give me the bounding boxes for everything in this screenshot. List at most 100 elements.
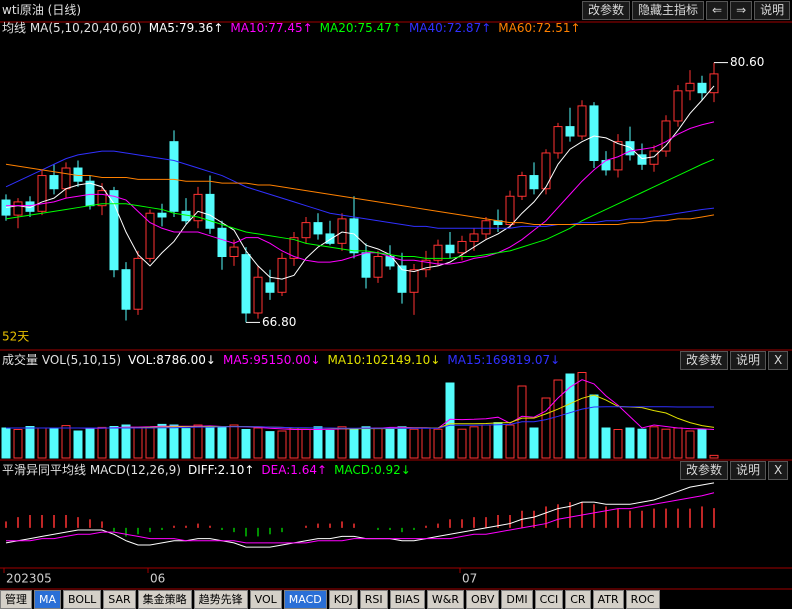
indicator-tab[interactable]: 趋势先锋 [193, 590, 248, 609]
volume-bar [37, 427, 47, 459]
candle-body [565, 126, 575, 137]
indicator-line [5, 158, 715, 259]
volume-bar [421, 427, 431, 459]
volume-bar [289, 427, 299, 459]
volume-bar [169, 424, 179, 459]
volume-bar [229, 424, 239, 459]
panel-button[interactable]: X [768, 461, 789, 480]
candle-body [505, 195, 515, 226]
indicator-line [6, 492, 715, 544]
volume-bar [313, 426, 323, 459]
candle-body [445, 244, 455, 254]
indicator-tab[interactable]: 集金策略 [137, 590, 192, 609]
indicator-tab[interactable]: 管理 [0, 590, 32, 609]
volume-bar [121, 424, 131, 459]
candle-body [613, 141, 623, 171]
volume-bar [145, 427, 155, 459]
toolbar-button[interactable]: 改参数 [582, 1, 631, 20]
panel-title: 成交量 VOL(5,10,15) [2, 353, 122, 367]
legend-entry: MA5:95150.00↓ [222, 353, 321, 367]
legend-entry: DEA:1.64↑ [261, 463, 328, 477]
volume-bar [85, 427, 95, 459]
candle-body [469, 233, 479, 242]
candle-body [517, 175, 527, 197]
candle-body [433, 244, 443, 261]
volume-bar [265, 431, 275, 459]
panel-button[interactable]: 说明 [730, 461, 767, 480]
panel-button[interactable]: 改参数 [680, 351, 729, 370]
indicator-tab[interactable]: DMI [501, 590, 533, 609]
volume-bar [109, 426, 119, 459]
toolbar-buttons: 改参数 隐藏主指标 ⇐ ⇒ 说明 [582, 1, 791, 20]
candle-body [253, 276, 263, 314]
volume-bar [661, 428, 671, 459]
indicator-tab[interactable]: CCI [534, 590, 564, 609]
candle-body [205, 193, 215, 229]
indicator-tab[interactable]: RSI [359, 590, 388, 609]
candle-body [697, 82, 707, 94]
indicator-line [5, 482, 715, 548]
indicator-line [6, 121, 715, 265]
window-title: wti原油 (日线) [2, 3, 82, 17]
panel-button[interactable]: X [768, 351, 789, 370]
indicator-tab[interactable]: BOLL [63, 590, 102, 609]
indicator-tab[interactable]: CR [565, 590, 591, 609]
indicator-tab[interactable]: KDJ [328, 590, 358, 609]
candle-body [85, 180, 95, 207]
candle-body [589, 105, 599, 161]
candle-body [337, 218, 347, 244]
candle-body [397, 265, 407, 293]
panel-button[interactable]: 说明 [730, 351, 767, 370]
volume-bar [601, 427, 611, 459]
volume-bar [445, 382, 455, 459]
legend: 均线 MA(5,10,20,40,60) MA5:79.36↑ MA10:77.45… [2, 20, 581, 36]
x-tick-label: 07 [462, 572, 477, 586]
candle-body [97, 190, 107, 207]
volume-bar [481, 424, 491, 459]
candle-body [529, 175, 539, 190]
volume-bar [349, 428, 359, 459]
period-label: 52天 [2, 330, 29, 344]
candle-body [289, 237, 299, 259]
volume-bar [73, 430, 83, 459]
candle-body [601, 159, 611, 171]
toolbar-button[interactable]: ⇐ [706, 1, 729, 20]
candle-body [481, 220, 491, 235]
candle-body [61, 167, 71, 190]
indicator-line [5, 85, 715, 280]
indicator-tab[interactable]: MA [34, 590, 62, 609]
volume-bar [1, 427, 11, 459]
candle-body [373, 256, 383, 278]
volume-bar [253, 427, 263, 459]
volume-bar [337, 426, 347, 459]
indicator-tab[interactable]: W&R [426, 590, 464, 609]
volume-bar [469, 426, 479, 459]
panel-button[interactable]: 改参数 [680, 461, 729, 480]
toolbar-button[interactable]: 隐藏主指标 [632, 1, 705, 20]
volume-bar [625, 427, 635, 459]
volume-bar [433, 428, 443, 459]
volume-bar [577, 372, 587, 459]
indicator-tab[interactable]: ATR [592, 590, 624, 609]
volume-bar [385, 427, 395, 459]
candle-body [229, 246, 239, 258]
toolbar-button[interactable]: ⇒ [730, 1, 753, 20]
toolbar-button[interactable]: 说明 [754, 1, 791, 20]
indicator-tab[interactable]: OBV [466, 590, 500, 609]
volume-bar [277, 430, 287, 459]
volume-bar [493, 422, 503, 459]
legend-entry: DIFF:2.10↑ [187, 463, 255, 477]
candle-body [457, 240, 467, 254]
indicator-tab[interactable]: SAR [103, 590, 136, 609]
volume-bar [457, 428, 467, 459]
volume-bar [181, 428, 191, 459]
indicator-line [6, 379, 715, 430]
legend: 成交量 VOL(5,10,15) VOL:8786.00↓ MA5:95150.00… [2, 352, 560, 368]
indicator-tab[interactable]: BIAS [389, 590, 425, 609]
indicator-tab[interactable]: ROC [625, 590, 660, 609]
indicator-tab[interactable]: VOL [249, 590, 282, 609]
indicator-tab[interactable]: MACD [283, 590, 327, 609]
legend-entry: MACD:0.92↓ [334, 463, 411, 477]
candle-body [421, 259, 431, 271]
